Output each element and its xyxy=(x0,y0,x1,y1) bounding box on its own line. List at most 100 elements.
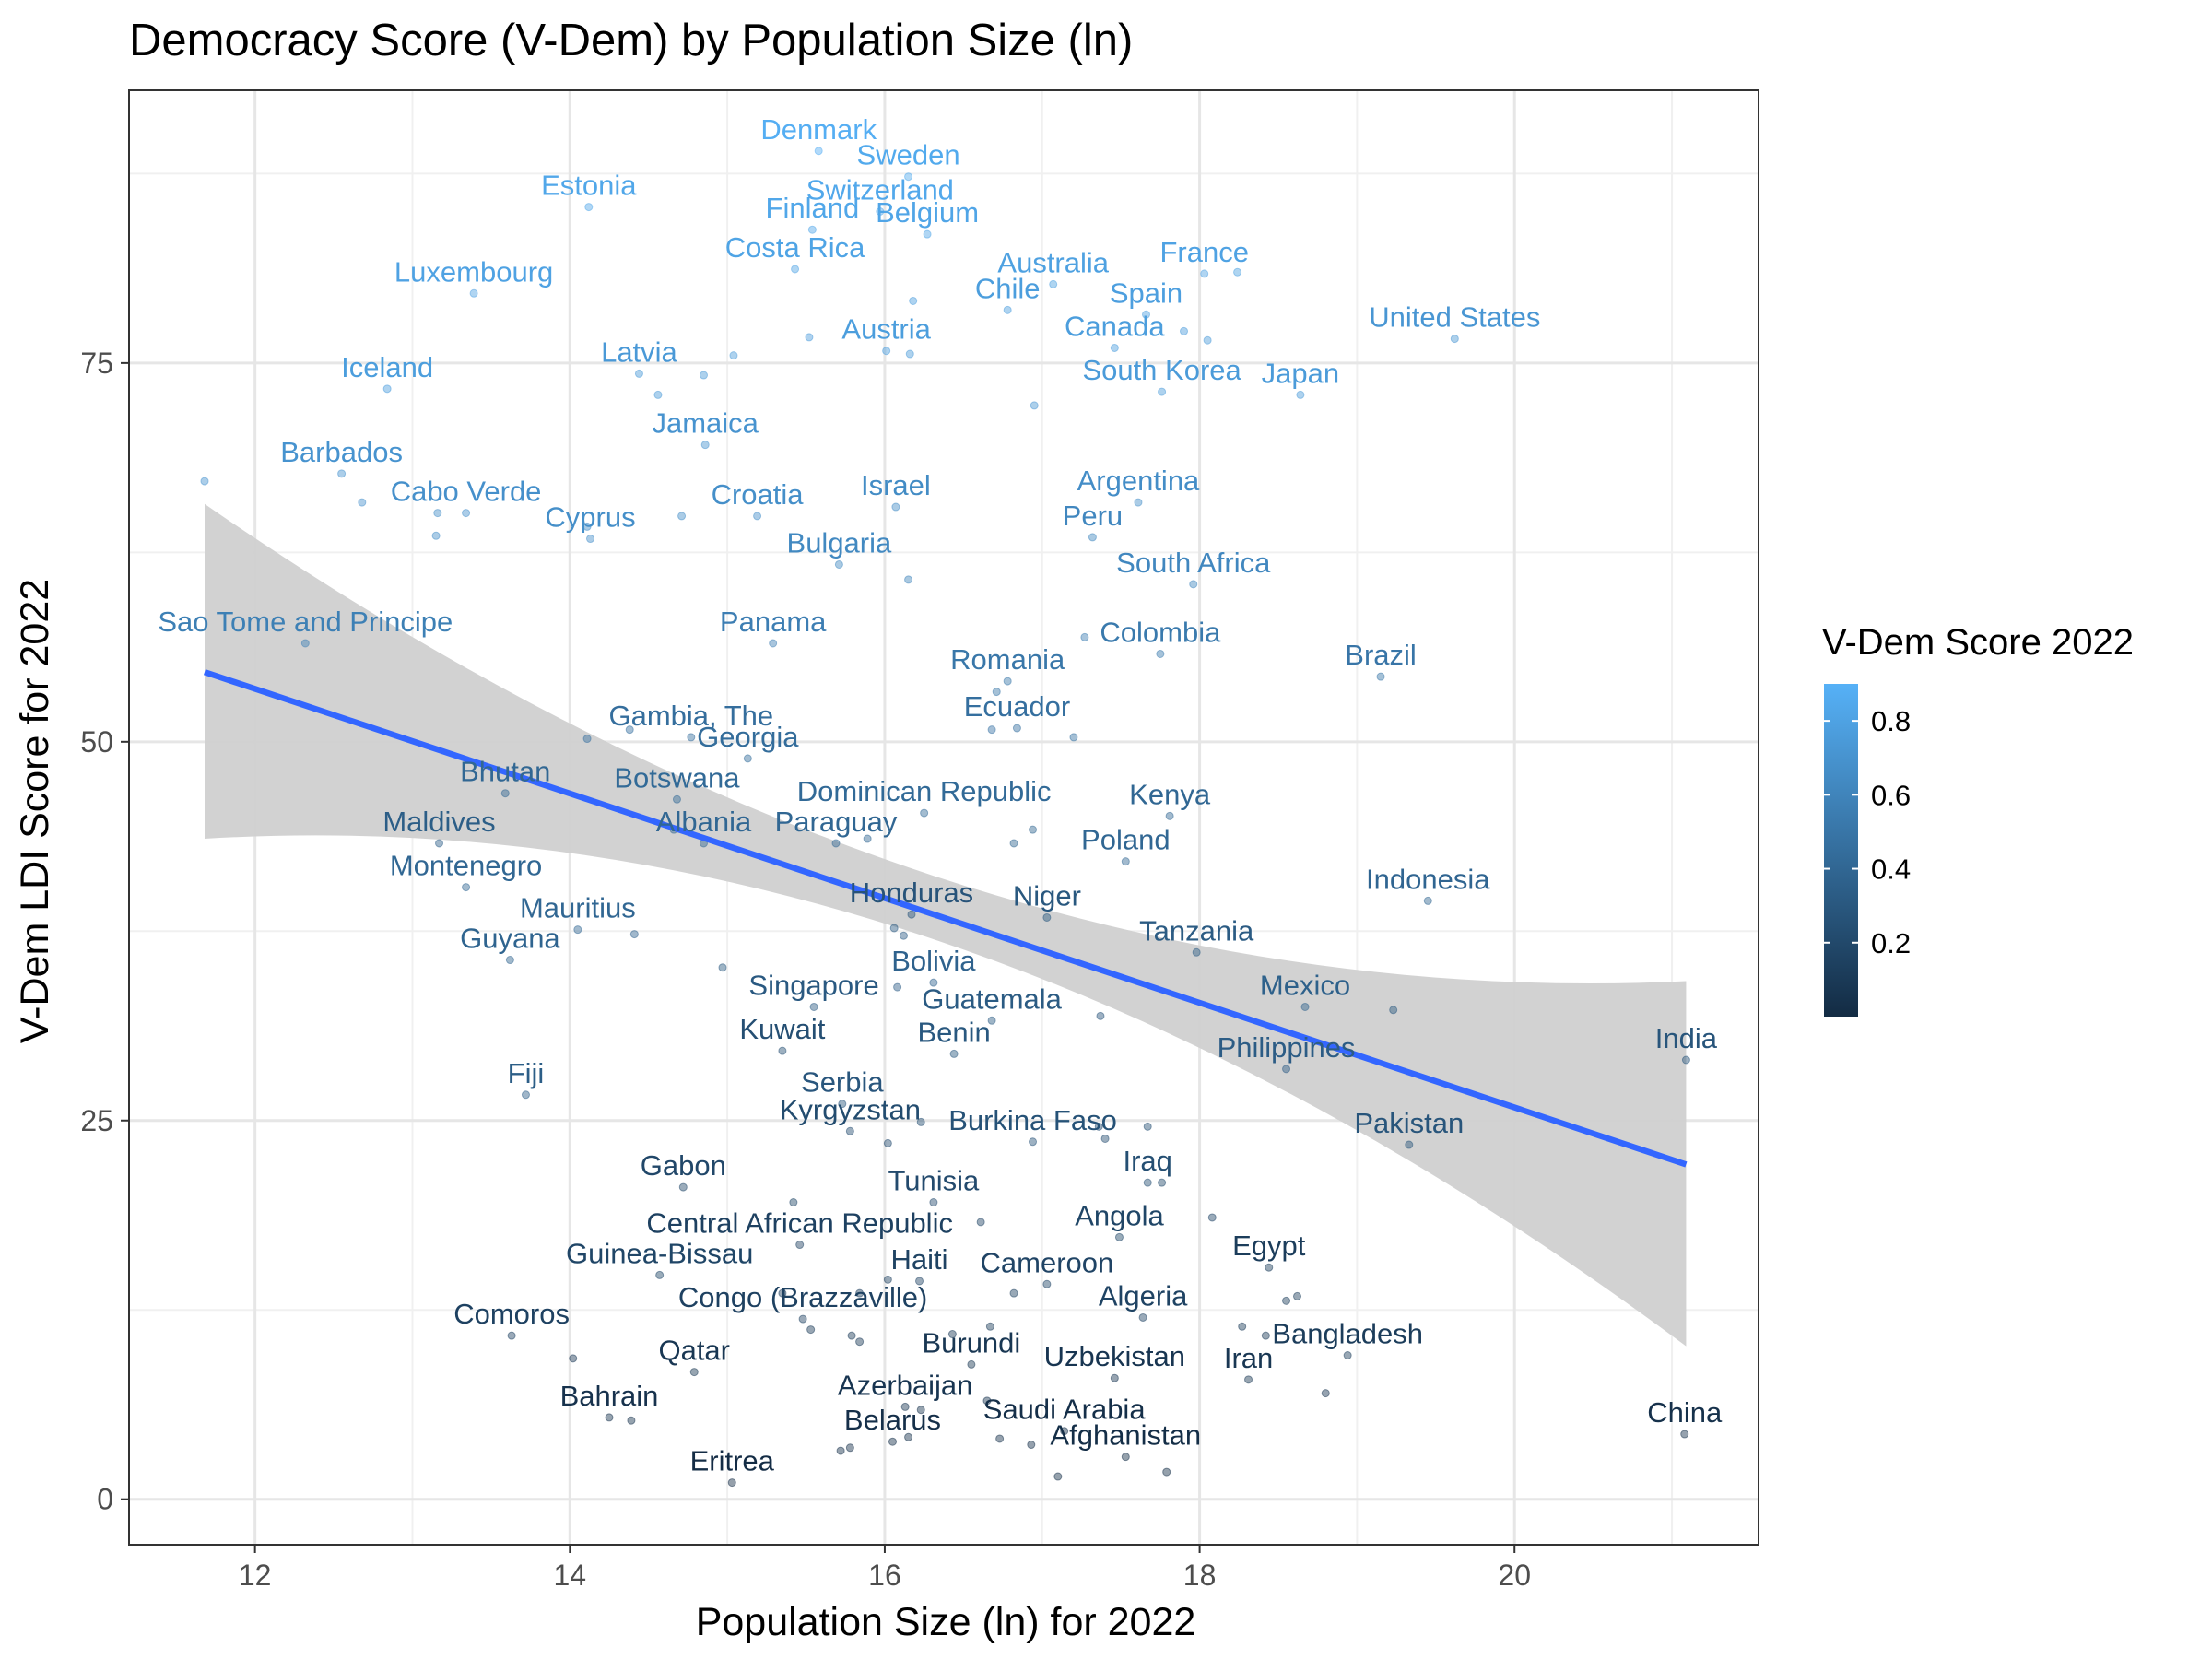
data-point xyxy=(1003,677,1012,686)
x-tick-label: 14 xyxy=(554,1559,587,1592)
point-label: Serbia xyxy=(801,1066,884,1099)
data-point xyxy=(1261,1331,1270,1340)
data-point xyxy=(337,469,347,478)
data-point xyxy=(1681,1055,1690,1065)
data-point xyxy=(1238,1322,1247,1331)
legend-tick-label: 0.4 xyxy=(1871,853,1911,886)
data-point xyxy=(627,1416,636,1425)
x-tick-label: 18 xyxy=(1183,1559,1217,1592)
data-point xyxy=(743,754,752,763)
data-point xyxy=(795,1241,805,1250)
data-point xyxy=(1060,1427,1069,1436)
data-point xyxy=(967,1359,976,1369)
data-point xyxy=(653,390,663,399)
data-point xyxy=(1029,1137,1038,1147)
data-point xyxy=(1296,390,1305,399)
data-point xyxy=(1030,401,1039,410)
data-point xyxy=(891,502,900,512)
point-label: Dominican Republic xyxy=(797,775,1052,807)
data-point xyxy=(431,531,441,540)
data-point xyxy=(838,1100,847,1109)
point-label: Botswana xyxy=(614,761,740,794)
point-label: Burundi xyxy=(922,1326,1020,1359)
point-label: Montenegro xyxy=(390,850,542,882)
data-point xyxy=(1012,724,1021,733)
data-point xyxy=(985,1322,994,1331)
data-point xyxy=(462,509,471,518)
point-label: Afghanistan xyxy=(1050,1419,1201,1452)
point-label: Singapore xyxy=(748,969,878,1001)
point-label: Cyprus xyxy=(545,501,635,534)
data-point xyxy=(1321,1389,1330,1398)
point-label: Estonia xyxy=(541,170,637,202)
data-point xyxy=(1158,1178,1167,1187)
data-point xyxy=(947,1330,957,1339)
point-label: Pakistan xyxy=(1354,1107,1464,1139)
data-point xyxy=(1088,533,1097,542)
data-point xyxy=(1027,1441,1036,1450)
data-point xyxy=(582,522,592,531)
point-label: Central African Republic xyxy=(646,1207,953,1240)
point-label: Denmark xyxy=(760,113,877,146)
data-point xyxy=(929,1198,938,1207)
point-label: Kuwait xyxy=(739,1013,825,1045)
data-point xyxy=(1389,1006,1398,1015)
point-label: Burkina Faso xyxy=(948,1104,1117,1136)
data-point xyxy=(753,512,762,521)
point-label: Tanzania xyxy=(1139,914,1254,947)
data-point xyxy=(1009,839,1018,848)
data-point xyxy=(1376,672,1385,681)
point-label: Georgia xyxy=(697,721,799,753)
data-point xyxy=(899,931,908,940)
data-point xyxy=(1042,1279,1052,1288)
point-label: Luxembourg xyxy=(394,255,553,288)
data-point xyxy=(1165,811,1174,820)
data-point xyxy=(929,978,938,987)
data-point xyxy=(1244,1375,1253,1384)
data-point xyxy=(1162,1467,1171,1477)
legend-tick-label: 0.2 xyxy=(1871,927,1911,959)
data-point xyxy=(300,639,310,648)
legend-tick-label: 0.6 xyxy=(1871,779,1911,811)
data-point xyxy=(1096,1011,1105,1020)
data-point xyxy=(1029,825,1038,834)
data-point xyxy=(729,351,738,360)
data-point xyxy=(907,910,916,919)
point-label: Congo (Brazzaville) xyxy=(678,1281,928,1313)
point-label: Benin xyxy=(917,1016,990,1048)
point-label: Comoros xyxy=(453,1298,570,1330)
point-label: France xyxy=(1159,236,1248,268)
data-point xyxy=(1049,279,1058,288)
data-point xyxy=(1114,1232,1124,1241)
data-point xyxy=(1200,269,1209,278)
point-label: Latvia xyxy=(601,335,677,368)
data-point xyxy=(905,349,914,359)
data-point xyxy=(433,509,442,518)
data-point xyxy=(882,347,891,356)
data-point xyxy=(718,963,727,972)
data-point xyxy=(949,1049,959,1058)
data-point xyxy=(505,956,514,965)
points xyxy=(200,147,1690,1488)
data-point xyxy=(847,1331,856,1340)
data-point xyxy=(798,1314,807,1324)
data-point xyxy=(1282,1065,1291,1074)
point-label: Iran xyxy=(1224,1342,1273,1374)
data-point xyxy=(672,794,681,804)
data-point xyxy=(845,1126,854,1135)
point-label: Brazil xyxy=(1345,639,1417,671)
data-point xyxy=(1003,305,1012,314)
point-label: South Africa xyxy=(1116,547,1271,579)
data-point xyxy=(845,1443,854,1453)
point-label: Spain xyxy=(1110,276,1182,309)
data-point xyxy=(625,725,634,735)
data-point xyxy=(678,1182,688,1192)
data-point xyxy=(200,477,209,486)
data-point xyxy=(689,1368,699,1377)
data-point xyxy=(1110,343,1119,352)
data-point xyxy=(655,1270,665,1279)
point-label: Argentina xyxy=(1077,465,1200,497)
point-label: Guyana xyxy=(460,923,560,955)
